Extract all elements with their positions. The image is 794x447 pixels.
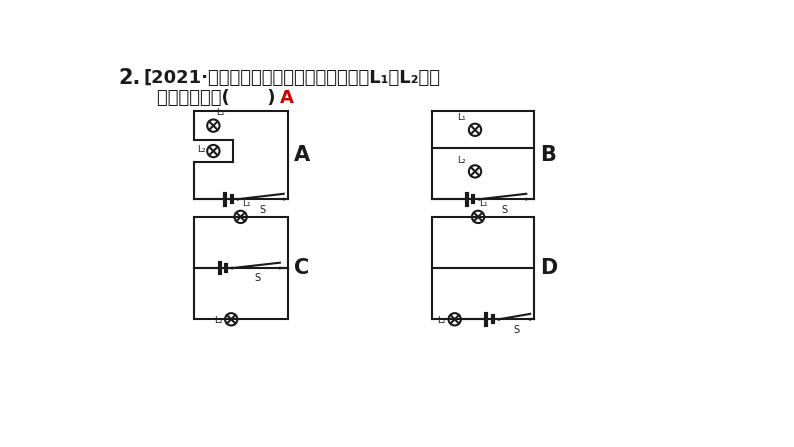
Text: L₂: L₂ — [457, 156, 466, 165]
Text: L₂: L₂ — [197, 145, 206, 154]
Circle shape — [497, 318, 500, 320]
Circle shape — [478, 198, 481, 201]
Circle shape — [525, 198, 528, 201]
Text: 串联电路的是(      ): 串联电路的是( ) — [156, 89, 276, 106]
Circle shape — [283, 198, 285, 201]
Text: S: S — [260, 205, 265, 215]
Text: S: S — [255, 274, 260, 283]
Text: L₁: L₁ — [242, 199, 251, 208]
Circle shape — [279, 267, 281, 270]
Text: L₂: L₂ — [214, 316, 223, 325]
Text: L₁: L₁ — [216, 108, 224, 117]
Text: S: S — [513, 325, 519, 335]
Text: D: D — [540, 258, 557, 278]
Circle shape — [529, 318, 531, 320]
Text: L₁: L₁ — [480, 199, 488, 208]
Text: A: A — [294, 145, 310, 165]
Circle shape — [237, 198, 239, 201]
Text: S: S — [501, 205, 507, 215]
Text: B: B — [540, 145, 556, 165]
Text: [2021·天津模拟如图所示的电路中，灯泡L₁与L₂组成: [2021·天津模拟如图所示的电路中，灯泡L₁与L₂组成 — [144, 69, 441, 87]
Text: 2.: 2. — [118, 68, 141, 88]
Text: A: A — [279, 89, 294, 106]
Text: L₂: L₂ — [437, 316, 446, 325]
Text: L₁: L₁ — [457, 113, 466, 122]
Circle shape — [231, 267, 233, 270]
Text: C: C — [294, 258, 309, 278]
